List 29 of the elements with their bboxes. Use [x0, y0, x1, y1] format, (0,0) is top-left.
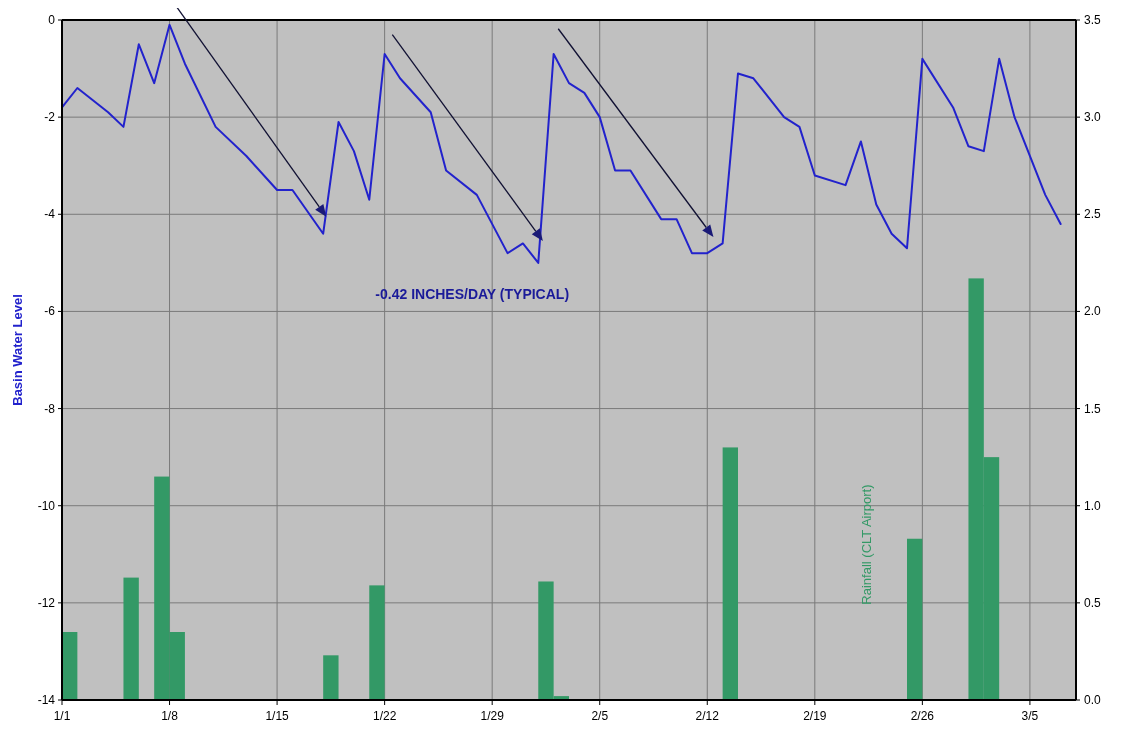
x-tick-label: 1/8 — [161, 709, 179, 723]
y2-tick-label: 3.5 — [1084, 13, 1102, 27]
x-tick-label: 1/15 — [265, 709, 290, 723]
y2-tick-label: 2.5 — [1084, 207, 1102, 222]
y-tick-label: -6 — [44, 304, 56, 319]
y-tick-label: -12 — [37, 595, 56, 610]
y-tick-label: 0 — [48, 13, 56, 27]
y-tick-label: -8 — [44, 401, 56, 416]
y-tick-label: -4 — [44, 207, 56, 222]
x-tick-label: 1/22 — [372, 709, 397, 723]
y2-tick-label: 1.0 — [1084, 498, 1102, 513]
y2-tick-label: 2.0 — [1084, 304, 1102, 319]
y-axis-title: Basin Water Level — [10, 294, 25, 406]
y2-tick-label: 0.0 — [1084, 693, 1102, 707]
x-tick-label: 1/1 — [53, 709, 71, 723]
text: Rainfall (CLT Airport) — [858, 484, 874, 605]
x-tick-label: 2/26 — [910, 709, 935, 723]
y2-tick-label: 1.5 — [1084, 401, 1102, 416]
x-tick-label: 2/5 — [591, 709, 609, 723]
y-tick-label: -14 — [37, 693, 56, 707]
x-tick-label: 1/29 — [480, 709, 505, 723]
x-tick-label: 2/19 — [803, 709, 827, 723]
y2-tick-label: 3.0 — [1084, 110, 1102, 125]
y-tick-label: -2 — [44, 110, 56, 125]
y-tick-label: -10 — [37, 498, 56, 513]
annotation: -0.42 INCHES/DAY (TYPICAL) — [375, 286, 570, 303]
x-tick-label: 3/5 — [1021, 709, 1039, 723]
x-tick-label: 2/12 — [695, 709, 720, 723]
y2-tick-label: 0.5 — [1084, 595, 1102, 610]
